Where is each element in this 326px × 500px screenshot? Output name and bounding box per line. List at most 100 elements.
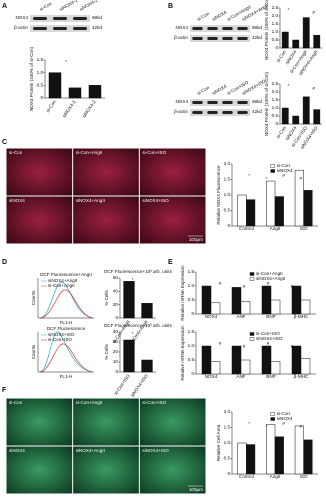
y-axis-label: NOX4 Protein (100% of si-Con) — [264, 0, 269, 60]
legend-swatch — [249, 337, 255, 341]
scale-label: 100μm — [189, 487, 203, 492]
y-tick-label: 1.0 — [224, 192, 231, 197]
annotation: # — [282, 173, 285, 178]
y-tick-label: 0 — [227, 471, 230, 476]
x-tick-label: ISO — [300, 474, 308, 479]
y-tick-label: 0.5 — [272, 37, 279, 42]
image-label: siNOX4+ISO — [142, 448, 169, 453]
band — [207, 101, 218, 104]
annotation: # — [291, 344, 294, 349]
x-tick-label: AngII — [270, 474, 281, 479]
x-tick-label: Control — [239, 474, 254, 479]
annotation: # — [243, 284, 246, 289]
image-label: si-Con — [9, 400, 23, 405]
y-tick-label: 0.5 — [272, 113, 279, 118]
micrograph — [73, 196, 139, 244]
bar — [246, 444, 256, 475]
bar — [123, 281, 135, 319]
size-label: 68kd — [252, 25, 262, 30]
panel-label: B — [168, 3, 173, 10]
y-tick-label: 1.0 — [188, 283, 195, 288]
bar — [231, 287, 242, 315]
y-tick-label: 1.0 — [272, 105, 279, 110]
y-axis-label: % Cells — [104, 290, 109, 306]
micrograph — [139, 196, 206, 244]
band — [192, 37, 203, 40]
bar — [210, 361, 221, 375]
x-tick-label: siNOX4+ISO — [130, 373, 149, 398]
size-label: 42kd — [252, 35, 262, 40]
legend-label: siNOX4+ISO — [48, 332, 75, 337]
x-tick-label: β-MHC — [294, 314, 309, 319]
bar — [292, 39, 300, 49]
annotation: # — [267, 341, 270, 346]
bar — [261, 345, 272, 375]
size-label: 42kd — [92, 25, 102, 30]
legend-swatch — [270, 169, 275, 173]
image-label: si-Con+AngII — [76, 150, 103, 155]
band — [73, 27, 87, 30]
y-tick-label: 0.5 — [188, 357, 195, 362]
legend-swatch — [249, 332, 255, 336]
y-axis-label: Counts — [31, 290, 36, 305]
size-label: 42kd — [252, 109, 262, 114]
annotation: * — [248, 173, 250, 178]
y-tick-label: 0 — [191, 311, 194, 316]
x-tick-label: siNOX4-2 — [81, 99, 97, 119]
y-tick-label: 0 — [275, 45, 278, 50]
legend-swatch — [270, 164, 275, 168]
bar — [141, 359, 153, 373]
annotation: * — [132, 331, 134, 336]
micrograph — [139, 398, 206, 446]
bar — [270, 299, 281, 315]
legend-label: si-Con+ISO — [48, 337, 72, 342]
y-tick-label: 60 — [113, 275, 119, 280]
bar — [281, 31, 289, 49]
y-axis-label: Counts — [31, 344, 36, 359]
y-tick-label: 0 — [275, 121, 278, 126]
band — [222, 101, 233, 104]
bar — [302, 17, 310, 49]
y-axis-label: % Cells — [104, 344, 109, 360]
y-tick-label: 1.0 — [188, 343, 195, 348]
band-label: NOX4 — [175, 99, 188, 104]
scale-label: 100μm — [189, 237, 203, 242]
x-tick-label: β-MHC — [294, 374, 309, 379]
lane-label: siNOX4 — [211, 9, 228, 21]
bar — [240, 359, 251, 375]
band — [192, 101, 203, 104]
panel-label: A — [2, 3, 7, 10]
annotation: # — [312, 10, 315, 15]
annotation: # — [219, 341, 222, 346]
bar — [291, 285, 302, 315]
y-tick-label: 10 — [113, 359, 119, 364]
bar — [303, 190, 313, 227]
x-tick-label: si-Con+ISO — [113, 373, 131, 396]
x-tick-label: BNP — [266, 314, 275, 319]
annotation: # — [219, 281, 222, 286]
band — [33, 17, 47, 20]
band — [222, 27, 233, 30]
hist-title: DCF Fluorescence — [47, 326, 86, 331]
annotation: # — [300, 424, 303, 429]
bar — [266, 180, 276, 227]
x-tick-label: ANF — [236, 314, 245, 319]
band-label: β-actin — [14, 25, 28, 30]
y-tick-label: 40 — [113, 329, 119, 334]
bar — [302, 96, 310, 125]
legend-label: si-Con — [277, 163, 291, 168]
bar — [291, 345, 302, 375]
bar — [261, 285, 272, 315]
annotation: # — [267, 281, 270, 286]
micrograph — [73, 398, 139, 446]
y-tick-label: 20 — [113, 349, 119, 354]
lane-label: siNOX4 — [211, 83, 228, 95]
bar — [231, 345, 242, 375]
band — [192, 111, 203, 114]
y-axis-label: NOX4 Protein (100% of si-Con) — [29, 46, 34, 111]
legend-swatch — [270, 417, 275, 421]
y-axis-label: Relative Cell Area — [216, 424, 221, 461]
bar — [266, 424, 276, 475]
y-tick-label: 1.5 — [188, 269, 195, 274]
bar — [237, 194, 247, 227]
